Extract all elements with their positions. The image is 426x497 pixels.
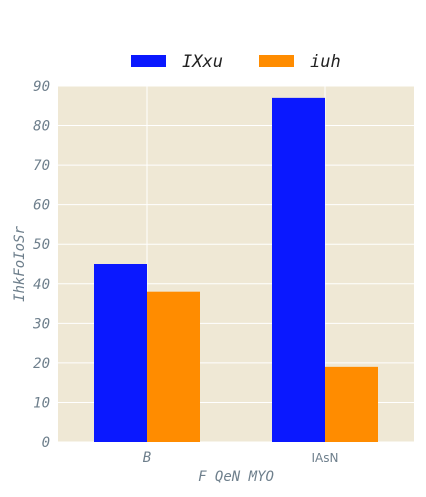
y-axis-label: IhkFoIoSr [12,226,28,302]
y-tick-label: 30 [32,316,50,332]
y-tick-label: 60 [33,198,50,214]
legend-label-iuh: iuh [310,52,341,72]
x-tick-label: IAsN [312,451,339,465]
y-tick-label: 40 [33,277,50,293]
legend-swatch-IXxu [131,55,166,67]
bar-iuh-B [147,291,200,442]
y-tick-labels: 0 10 20 30 40 50 60 70 80 90 [32,79,50,451]
y-tick-label: 10 [33,395,50,411]
y-tick-label: 80 [33,119,50,135]
y-tick-label: 50 [33,237,50,253]
legend-label-IXxu: IXxu [182,52,223,72]
y-tick-label: 20 [33,356,50,372]
x-axis-label: F QeN MYO [198,469,274,485]
y-tick-label: 90 [33,79,50,95]
bars [94,97,378,442]
x-tick-labels: B IAsN [143,450,339,466]
legend-swatch-iuh [259,55,294,67]
x-tick-label: B [143,450,151,466]
legend: IXxu iuh [131,52,341,72]
bar-iuh-IAsN [325,366,378,442]
y-tick-label: 70 [33,158,50,174]
y-tick-label: 0 [42,435,50,451]
bar-IXxu-B [94,264,147,442]
bar-IXxu-IAsN [272,97,325,442]
